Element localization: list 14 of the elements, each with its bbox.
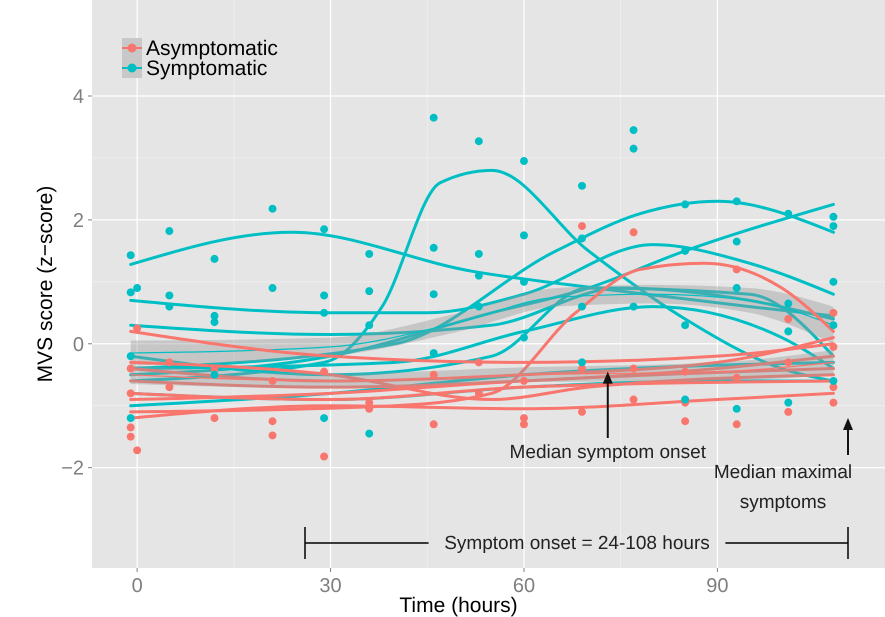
y-tick-label: 4 xyxy=(72,86,84,108)
x-tick-label: 30 xyxy=(319,575,342,597)
x-axis-title: Time (hours) xyxy=(399,594,518,617)
x-tick-label: 90 xyxy=(706,575,728,597)
annotation: Median symptom onset xyxy=(510,442,707,463)
y-tick-label: 2 xyxy=(72,210,84,232)
legend-label: Asymptomatic xyxy=(146,37,278,60)
x-tick-label: 60 xyxy=(512,575,536,597)
x-tick-label: 0 xyxy=(132,575,143,597)
annotation: Symptom onset = 24-108 hours xyxy=(444,533,710,554)
y-axis-title: MVS score (z−score) xyxy=(34,186,57,382)
annotation: Median maximal symptoms xyxy=(714,462,852,513)
y-tick-label: 0 xyxy=(72,334,84,356)
y-tick-label: −2 xyxy=(61,458,84,480)
